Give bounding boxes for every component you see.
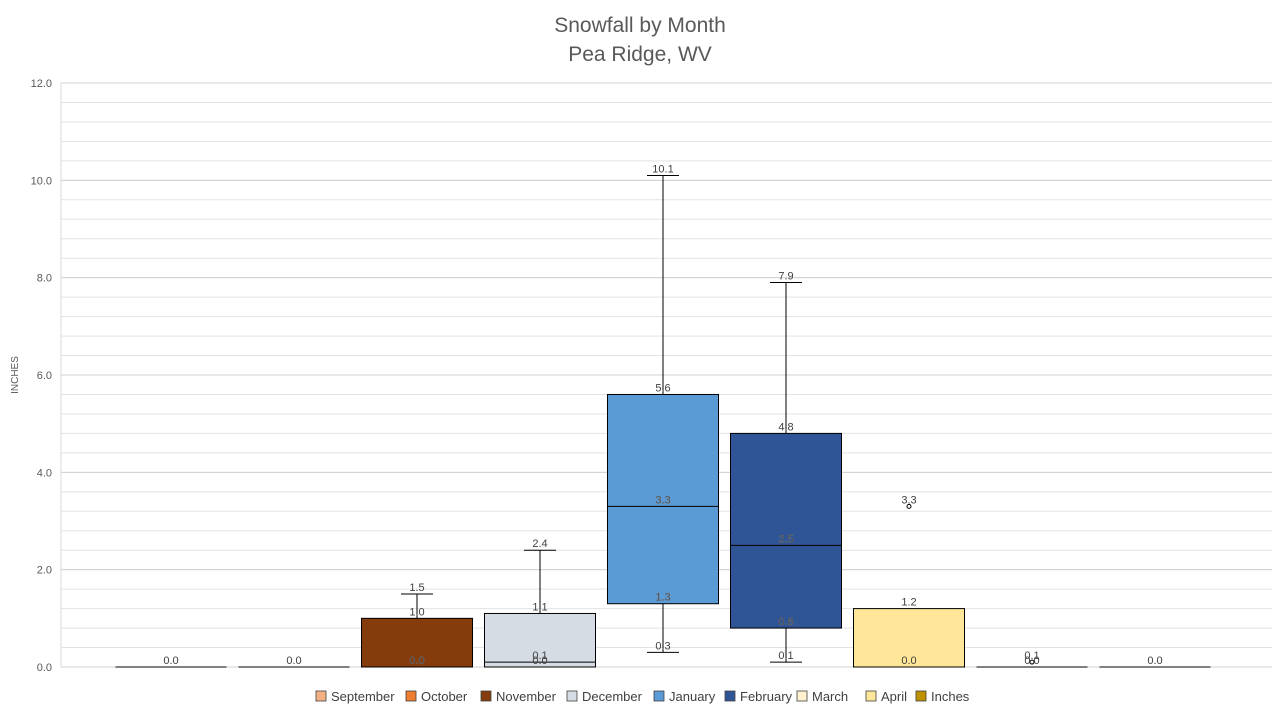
- iqr-box: [484, 612, 596, 668]
- legend-item-inches: Inches: [915, 689, 970, 704]
- data-label: 0.0: [163, 655, 178, 667]
- y-tick-label: 4.0: [37, 467, 52, 479]
- legend-label: February: [740, 689, 793, 704]
- data-label: 1.0: [409, 606, 424, 618]
- legend-item-december: December: [566, 689, 643, 704]
- box-november: [361, 593, 473, 668]
- data-label: 1.1: [532, 601, 547, 613]
- legend-label: March: [812, 689, 848, 704]
- legend-item-october: October: [405, 689, 468, 704]
- data-label: 5.6: [655, 382, 670, 394]
- outlier-point: [1029, 659, 1035, 665]
- y-tick-label: 8.0: [37, 273, 52, 285]
- legend-item-september: September: [315, 689, 395, 704]
- data-label: 0.1: [532, 650, 547, 662]
- legend-swatch: [724, 690, 736, 702]
- data-label: 3.3: [655, 494, 670, 506]
- data-label: 2.5: [778, 533, 793, 545]
- box-january: [607, 174, 719, 653]
- chart-title-line-2: Pea Ridge, WV: [568, 43, 712, 66]
- legend-swatch: [865, 690, 877, 702]
- legend-item-november: November: [480, 689, 557, 704]
- data-label: 0.0: [1024, 655, 1039, 667]
- y-axis-title: INCHES: [10, 356, 21, 394]
- y-tick-label: 2.0: [37, 565, 52, 577]
- legend-item-february: February: [724, 689, 793, 704]
- data-label: 1.5: [409, 582, 424, 594]
- legend-label: October: [421, 689, 468, 704]
- data-label: 4.8: [778, 421, 793, 433]
- legend-item-april: April: [865, 689, 907, 704]
- box-series: [115, 174, 1211, 668]
- box-december: [484, 549, 596, 668]
- data-label: 0.0: [532, 655, 547, 667]
- y-tick-label: 10.0: [31, 175, 52, 187]
- legend-label: Inches: [931, 689, 970, 704]
- outlier-point: [906, 503, 912, 509]
- data-label: 0.8: [778, 616, 793, 628]
- y-tick-label: 12.0: [31, 78, 52, 90]
- data-label: 1.2: [901, 597, 916, 609]
- legend-swatch: [653, 690, 665, 702]
- data-label: 2.4: [532, 538, 547, 550]
- legend: September October November December January F…: [315, 689, 970, 704]
- legend-swatch: [480, 690, 492, 702]
- iqr-box: [730, 432, 842, 629]
- y-tick-label: 0.0: [37, 662, 52, 674]
- legend-swatch: [915, 690, 927, 702]
- chart-title-line-1: Snowfall by Month: [554, 14, 726, 37]
- y-tick-label: 6.0: [37, 370, 52, 382]
- legend-item-march: March: [796, 689, 848, 704]
- data-label: 3.3: [901, 494, 916, 506]
- data-label: 0.0: [901, 655, 916, 667]
- data-label: 0.0: [286, 655, 301, 667]
- legend-label: November: [496, 689, 557, 704]
- legend-swatch: [796, 690, 808, 702]
- legend-swatch: [566, 690, 578, 702]
- box-march: [853, 503, 965, 668]
- data-label: 0.1: [778, 650, 793, 662]
- data-label: 1.3: [655, 592, 670, 604]
- iqr-box: [853, 608, 965, 668]
- box-february: [730, 282, 842, 663]
- legend-label: September: [331, 689, 395, 704]
- data-label: 0.0: [1147, 655, 1162, 667]
- y-axis: 0.0 2.0 4.0 6.0 8.0 10.0 12.0 INCHES: [10, 78, 52, 674]
- data-label: 10.1: [652, 163, 673, 175]
- iqr-box: [361, 617, 473, 668]
- legend-label: January: [669, 689, 716, 704]
- legend-swatch: [315, 690, 327, 702]
- data-labels: 0.0 0.01.51.00.02.41.10.10.010.15.63.31.3…: [163, 163, 1162, 667]
- legend-item-january: January: [653, 689, 716, 704]
- data-label: 0.0: [409, 655, 424, 667]
- box-april: [976, 659, 1088, 668]
- legend-swatch: [405, 690, 417, 702]
- data-label: 0.3: [655, 640, 670, 652]
- data-label: 0.1: [1024, 650, 1039, 662]
- legend-label: April: [881, 689, 907, 704]
- chart-title: Snowfall by Month Pea Ridge, WV: [554, 14, 726, 66]
- iqr-box: [607, 393, 719, 605]
- data-label: 7.9: [778, 271, 793, 283]
- legend-label: December: [582, 689, 643, 704]
